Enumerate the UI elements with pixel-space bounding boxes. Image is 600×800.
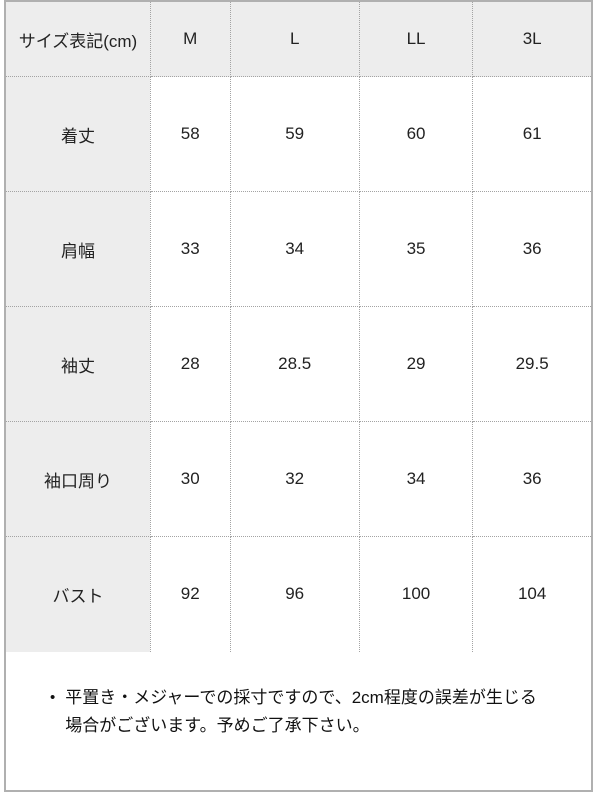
table-row-sleeve: 袖丈 28 28.5 29 29.5 [6, 306, 591, 422]
header-size-ll: LL [358, 2, 474, 77]
size-spec-table: サイズ表記(cm) M L LL 3L 着丈 58 59 60 61 肩幅 33… [6, 2, 591, 652]
cell-value: 28 [149, 306, 231, 422]
header-size-label: サイズ表記(cm) [6, 2, 151, 77]
table-row-cuff: 袖口周り 30 32 34 36 [6, 421, 591, 537]
cell-value: 34 [229, 191, 360, 307]
table-row-length: 着丈 58 59 60 61 [6, 76, 591, 192]
header-size-3l: 3L [472, 2, 591, 77]
table-row-shoulder: 肩幅 33 34 35 36 [6, 191, 591, 307]
cell-value: 28.5 [229, 306, 360, 422]
measurement-note-text: 平置き・メジャーでの採寸ですので、2cm程度の誤差が生じる場合がございます。予め… [65, 687, 537, 735]
table-row-bust: バスト 92 96 100 104 [6, 536, 591, 652]
cell-value: 61 [472, 76, 591, 192]
cell-value: 60 [358, 76, 474, 192]
cell-value: 35 [358, 191, 474, 307]
cell-value: 59 [229, 76, 360, 192]
cell-value: 29 [358, 306, 474, 422]
header-size-l: L [229, 2, 360, 77]
cell-value: 30 [149, 421, 231, 537]
row-label: 袖丈 [6, 306, 151, 422]
measurement-note-area: • 平置き・メジャーでの採寸ですので、2cm程度の誤差が生じる場合がございます。… [6, 652, 591, 740]
size-chart-panel: サイズ表記(cm) M L LL 3L 着丈 58 59 60 61 肩幅 33… [4, 0, 593, 792]
cell-value: 29.5 [472, 306, 591, 422]
cell-value: 96 [229, 536, 360, 652]
cell-value: 100 [358, 536, 474, 652]
cell-value: 33 [149, 191, 231, 307]
cell-value: 58 [149, 76, 231, 192]
row-label: バスト [6, 536, 151, 652]
header-row: サイズ表記(cm) M L LL 3L [6, 2, 591, 77]
cell-value: 34 [358, 421, 474, 537]
row-label: 袖口周り [6, 421, 151, 537]
row-label: 着丈 [6, 76, 151, 192]
cell-value: 36 [472, 421, 591, 537]
cell-value: 104 [472, 536, 591, 652]
cell-value: 92 [149, 536, 231, 652]
bullet-icon: • [50, 688, 56, 706]
cell-value: 32 [229, 421, 360, 537]
list-item: • 平置き・メジャーでの採寸ですので、2cm程度の誤差が生じる場合がございます。… [50, 684, 547, 740]
header-size-m: M [149, 2, 231, 77]
row-label: 肩幅 [6, 191, 151, 307]
cell-value: 36 [472, 191, 591, 307]
